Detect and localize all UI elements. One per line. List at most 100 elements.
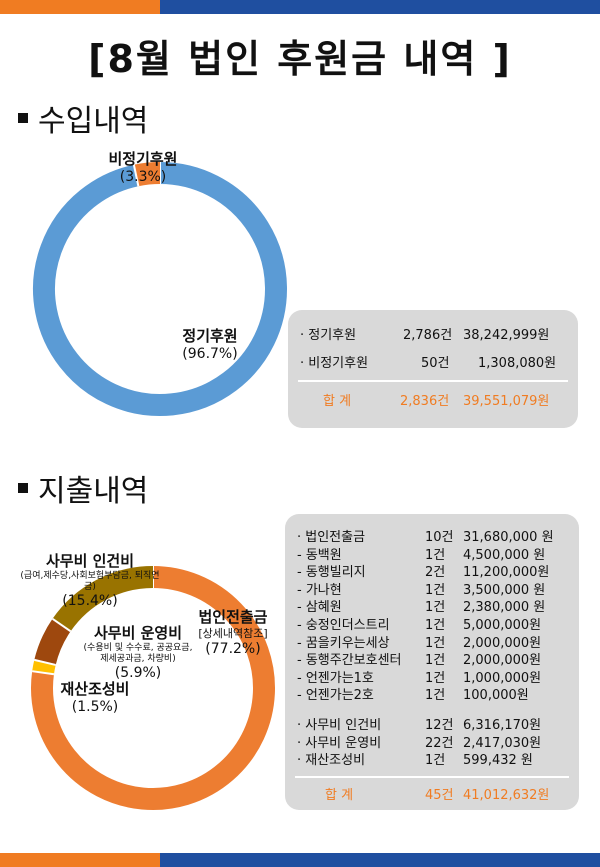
income-label-regular-name: 정기후원 [182,327,238,345]
income-row-amount: 38,242,999원 [463,328,550,343]
expense-row-name: - 언젠가는1호 [297,670,374,686]
donut-slice-0 [33,162,287,416]
expense-row-amount: 2,000,000원 [463,635,542,651]
expense-label-personnel-name: 사무비 인건비 [45,552,135,570]
expense-label-property-pct: (1.5%) [71,699,119,715]
expense-row-name: · 법인전출금 [297,530,366,545]
expense-row: · 법인전출금 10건 31,680,000 원 [285,526,579,545]
expense-label-property-name: 재산조성비 [60,680,130,698]
expense-row-amount: 1,000,000원 [463,670,542,686]
expense-row-name: - 동행주간보호센터 [297,653,402,669]
income-section-title: 수입내역 [18,96,148,140]
donut-separator [32,670,55,676]
page-title: [8월 법인 후원금 내역 ] [88,37,512,81]
expense-row-count: 1건 [425,635,446,651]
expense-row: · 사무비 운영비 22건 2,417,030원 [285,732,579,751]
donut-slice-3 [52,566,154,632]
expense-label-operation-name: 사무비 운영비 [93,624,183,642]
expense-row-name: - 언젠가는2호 [297,688,374,704]
income-row-count: 50건 [421,356,450,371]
expense-label-transfer: 법인전출금 [상세내역참조] (77.2%) [188,606,278,657]
income-section-label: 수입내역 [38,104,149,139]
expense-label-transfer-name: 법인전출금 [198,608,268,626]
expense-row-count: 1건 [425,600,446,616]
income-total-name: 합 계 [323,394,352,409]
income-row-name: · 비정기후원 [300,356,369,371]
expense-row-name: - 숭정인더스트리 [297,618,390,633]
expense-row-amount: 599,432 원 [463,753,533,769]
expense-row-name: - 가나현 [297,582,342,598]
income-label-irregular: 비정기후원 (3.3%) [88,148,198,185]
expense-row-name: - 동행빌리지 [297,565,366,581]
income-row-count: 2,786건 [403,328,453,343]
expense-row-count: 1건 [425,582,446,598]
expense-row-count: 1건 [425,688,446,704]
expense-row-amount: 100,000원 [463,688,529,704]
expense-label-transfer-sub: [상세내역참조] [198,627,268,640]
expense-row-count: 1건 [425,618,446,633]
expense-divider [295,776,569,778]
expense-row: - 언젠가는1호 1건 1,000,000원 [285,667,579,686]
donut-separator [51,617,72,633]
expense-row-count: 22건 [425,735,454,751]
donut-slice-0 [31,566,275,810]
income-row-amount: 1,308,080원 [478,356,557,371]
expense-label-property: 재산조성비 (1.5%) [50,678,140,715]
expense-label-personnel-sub: (급여,제수당,사회보험부담금, 퇴직연금) [20,571,160,592]
income-total-amount: 39,551,079원 [463,394,550,409]
donut-separator [132,164,140,187]
expense-row-amount: 2,417,030원 [463,735,542,751]
expense-row-count: 2건 [425,565,446,581]
top-accent-bar [0,0,600,14]
expense-row: - 동백원 1건 4,500,000 원 [285,544,579,563]
expense-row-amount: 2,000,000원 [463,653,542,669]
expense-section-label: 지출내역 [38,474,149,509]
donut-separator [34,658,56,666]
expense-row: · 재산조성비 1건 599,432 원 [285,749,579,769]
expense-row-name: · 사무비 운영비 [297,735,382,751]
expense-row-amount: 11,200,000원 [463,565,550,581]
expense-row-amount: 31,680,000 원 [463,530,554,545]
donut-slice-1 [32,659,56,675]
expense-label-personnel-pct: (15.4%) [62,593,118,609]
expense-row: - 언젠가는2호 1건 100,000원 [285,684,579,704]
bullet-square-icon [18,113,28,123]
income-total-count: 2,836건 [400,394,450,409]
expense-row-amount: 3,500,000 원 [463,582,546,598]
income-total-row: 합 계 2,836건 39,551,079원 [288,390,578,409]
income-label-regular: 정기후원 (96.7%) [160,325,260,362]
bottom-accent-bar [0,853,600,867]
expense-row-count: 12건 [425,718,454,733]
expense-total-name: 합 계 [325,788,354,803]
expense-label-operation-sub: (수용비 및 수수료, 공공요금, 제세공과금, 차량비) [83,643,193,664]
expense-row-amount: 6,316,170원 [463,718,542,733]
expense-summary-box: · 법인전출금 10건 31,680,000 원 - 동백원 1건 4,500,000 원… [285,514,579,810]
income-summary-box: · 정기후원 2,786건 38,242,999원 · 비정기후원 50건 1,… [288,310,578,428]
expense-row: - 삼혜원 1건 2,380,000 원 [285,596,579,616]
expense-row-amount: 4,500,000 원 [463,547,546,563]
expense-row-name: - 꿈을키우는세상 [297,635,390,651]
expense-total-amount: 41,012,632원 [463,788,550,803]
expense-row-count: 1건 [425,753,446,769]
expense-total-count: 45건 [425,788,454,803]
expense-row-count: 1건 [425,547,446,563]
bullet-square-icon [18,483,28,493]
income-row: · 비정기후원 50건 1,308,080원 [288,352,578,371]
expense-row: - 동행빌리지 2건 11,200,000원 [285,561,579,581]
expense-label-operation: 사무비 운영비 (수용비 및 수수료, 공공요금, 제세공과금, 차량비) (5… [78,622,198,681]
expense-row: - 꿈을키우는세상 1건 2,000,000원 [285,632,579,651]
expense-label-operation-pct: (5.9%) [114,665,162,681]
expense-row-count: 10건 [425,530,454,545]
expense-row: - 숭정인더스트리 1건 5,000,000원 [285,614,579,633]
expense-row-amount: 5,000,000원 [463,618,542,633]
income-row: · 정기후원 2,786건 38,242,999원 [288,324,578,343]
expense-row-count: 1건 [425,670,446,686]
expense-row-name: · 사무비 인건비 [297,718,382,733]
income-divider [298,380,568,382]
expense-row-name: · 재산조성비 [297,753,366,769]
expense-row: - 가나현 1건 3,500,000 원 [285,579,579,598]
expense-section-title: 지출내역 [18,466,148,510]
expense-label-transfer-pct: (77.2%) [205,641,261,657]
expense-row: · 사무비 인건비 12건 6,316,170원 [285,714,579,733]
